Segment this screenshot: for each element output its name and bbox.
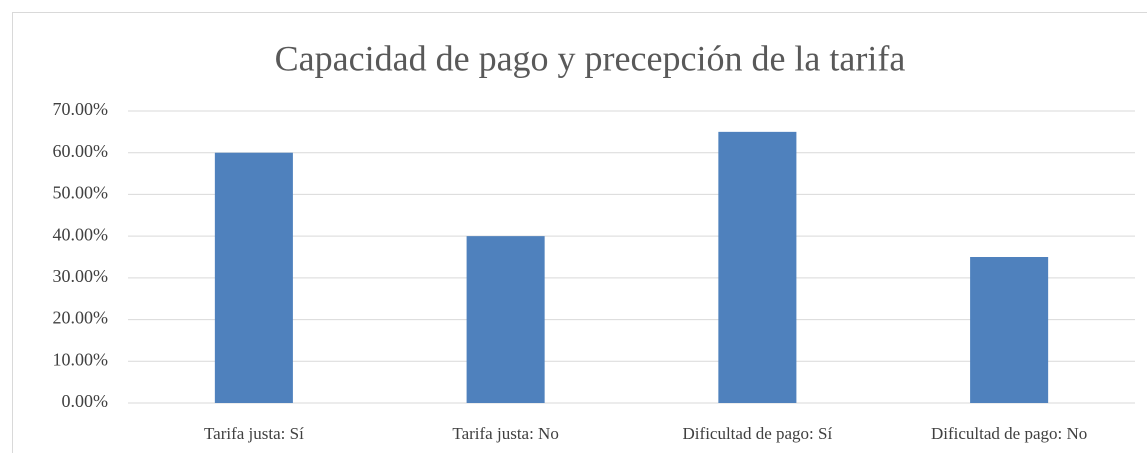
bar	[214, 152, 293, 403]
bar	[970, 257, 1049, 403]
y-tick-label: 40.00%	[53, 224, 109, 244]
y-tick-label: 60.00%	[53, 141, 109, 161]
y-tick-label: 0.00%	[62, 391, 109, 411]
y-tick-label: 30.00%	[53, 266, 109, 286]
y-tick-label: 10.00%	[53, 349, 109, 369]
chart-frame	[12, 12, 1147, 453]
x-tick-label: Tarifa justa: Sí	[204, 424, 304, 443]
y-tick-label: 70.00%	[53, 99, 109, 119]
y-tick-label: 50.00%	[53, 183, 109, 203]
y-tick-label: 20.00%	[53, 308, 109, 328]
bar	[718, 131, 797, 403]
x-tick-label: Dificultad de pago: No	[931, 424, 1087, 443]
bar	[466, 236, 545, 403]
x-tick-label: Tarifa justa: No	[452, 424, 558, 443]
chart-title: Capacidad de pago y precepción de la tar…	[275, 38, 906, 78]
x-tick-label: Dificultad de pago: Sí	[683, 424, 833, 443]
